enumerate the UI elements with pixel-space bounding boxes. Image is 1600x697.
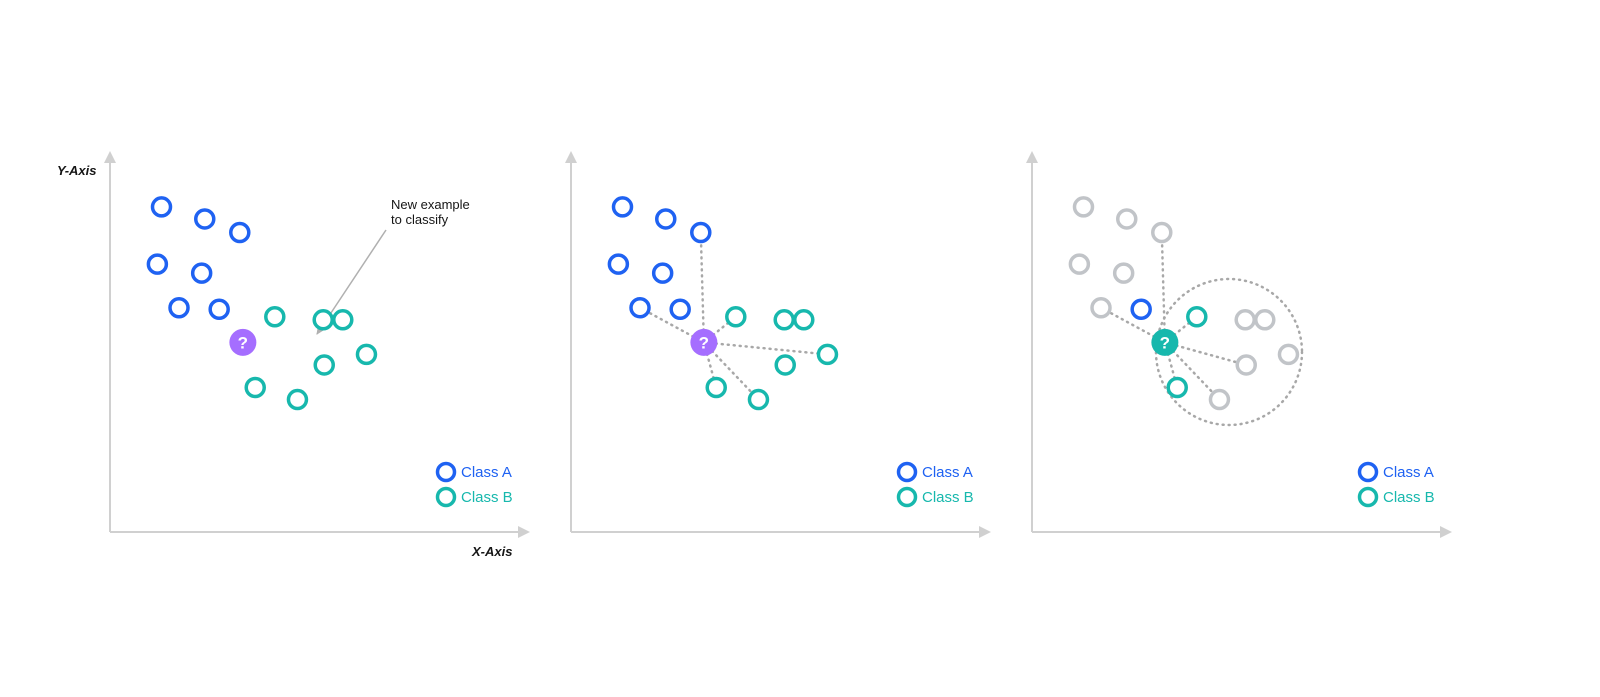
class-a-point xyxy=(651,262,674,284)
query-layer: ? xyxy=(690,328,718,356)
panel-k-nearest-vote: ? Class A Class B xyxy=(1026,151,1452,538)
faded-point xyxy=(1112,262,1135,284)
legend: Class A Class B xyxy=(1357,461,1435,508)
annotation-label: New example to classify xyxy=(391,197,473,227)
question-mark-icon: ? xyxy=(699,333,709,352)
annotation-label-line1: New example xyxy=(391,197,470,212)
class-a-point xyxy=(168,297,190,319)
class-a-point xyxy=(229,221,251,244)
point-layer xyxy=(1068,196,1300,411)
class-b-point xyxy=(705,376,727,399)
class-b-point xyxy=(313,354,335,376)
class-b-point xyxy=(1166,376,1188,399)
class-b-point xyxy=(264,306,286,328)
class-a-point xyxy=(194,208,216,230)
class-a-point xyxy=(607,253,630,275)
class-a-point xyxy=(146,253,169,275)
faded-point xyxy=(1072,196,1095,218)
class-a-point xyxy=(150,196,173,218)
query-point: ? xyxy=(229,328,257,356)
legend-class-b-label: Class B xyxy=(922,489,974,506)
query-point-marker xyxy=(229,328,257,356)
class-b-point xyxy=(1186,306,1208,328)
faded-point xyxy=(1151,221,1173,244)
y-axis-title: Y-Axis xyxy=(57,163,97,178)
point-layer xyxy=(607,196,839,411)
query-point-marker xyxy=(690,328,718,356)
query-point: ? xyxy=(690,328,718,356)
legend-class-b-swatch xyxy=(896,486,918,508)
query-point: ? xyxy=(1151,328,1179,356)
class-a-point xyxy=(629,297,651,319)
class-a-point xyxy=(690,221,712,244)
class-b-point xyxy=(355,343,378,366)
legend-class-a-label: Class A xyxy=(461,464,512,481)
class-b-point xyxy=(747,388,770,411)
faded-point xyxy=(1235,354,1257,376)
legend-class-a-swatch xyxy=(1357,461,1379,483)
faded-point xyxy=(1234,309,1256,331)
legend-class-a-swatch xyxy=(896,461,918,483)
faded-point xyxy=(1116,208,1138,230)
class-b-point xyxy=(725,306,747,328)
query-layer: ? xyxy=(1151,328,1179,356)
class-a-point xyxy=(1130,298,1152,321)
panel-distance-to-neighbors: ? Class A Class B xyxy=(565,151,991,538)
neighbor-distance-line xyxy=(1163,341,1248,367)
question-mark-icon: ? xyxy=(1160,333,1170,352)
class-a-point xyxy=(669,298,691,321)
neighbor-distance-line xyxy=(699,231,706,344)
class-a-point xyxy=(208,298,230,321)
faded-point xyxy=(1277,343,1300,366)
class-b-point xyxy=(286,388,309,411)
question-mark-icon: ? xyxy=(238,333,248,352)
class-b-point xyxy=(793,309,815,331)
faded-point xyxy=(1090,297,1112,319)
legend: Class A Class B xyxy=(896,461,974,508)
class-b-point xyxy=(773,309,795,331)
class-a-point xyxy=(611,196,634,218)
neighbor-distance-line xyxy=(702,341,829,356)
faded-point xyxy=(1254,309,1276,331)
query-layer: ? xyxy=(229,328,257,356)
class-a-point xyxy=(655,208,677,230)
point-layer xyxy=(146,196,378,411)
class-a-point xyxy=(190,262,213,284)
class-b-point xyxy=(312,309,334,331)
legend: Class A Class B xyxy=(435,461,513,508)
neighbor-lines xyxy=(1099,231,1248,401)
neighbor-distance-line xyxy=(1160,231,1167,344)
panel-raw-data: Y-Axis X-Axis New example to classify ? … xyxy=(57,151,530,559)
legend-class-a-swatch xyxy=(435,461,457,483)
query-point-marker xyxy=(1151,328,1179,356)
class-b-point xyxy=(816,343,839,366)
legend-class-a-label: Class A xyxy=(922,464,973,481)
legend-class-b-label: Class B xyxy=(461,489,513,506)
legend-class-a-label: Class A xyxy=(1383,464,1434,481)
x-axis-title: X-Axis xyxy=(471,544,512,559)
legend-class-b-swatch xyxy=(1357,486,1379,508)
class-b-point xyxy=(774,354,796,376)
faded-point xyxy=(1068,253,1091,275)
legend-class-b-label: Class B xyxy=(1383,489,1435,506)
class-b-point xyxy=(244,376,266,399)
annotation-label-line2: to classify xyxy=(391,212,449,227)
faded-point xyxy=(1208,388,1231,411)
class-b-point xyxy=(332,309,354,331)
legend-class-b-swatch xyxy=(435,486,457,508)
